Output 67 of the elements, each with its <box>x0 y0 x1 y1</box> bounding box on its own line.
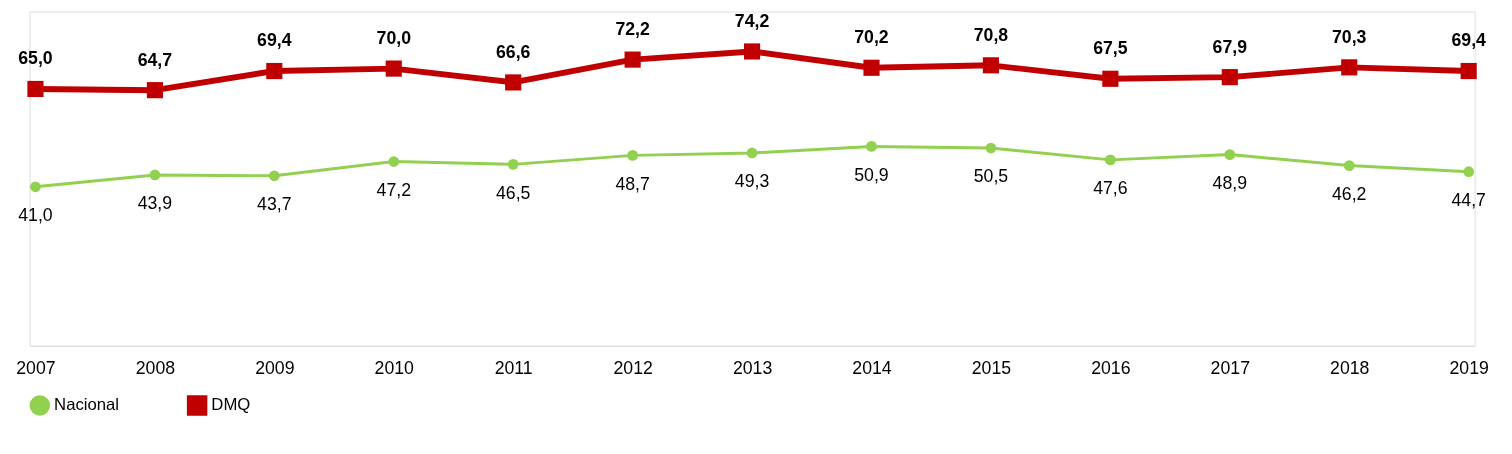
point <box>743 43 761 60</box>
data-label: 70,3 <box>1332 26 1367 47</box>
data-label: 43,9 <box>137 193 173 214</box>
point <box>385 60 402 77</box>
point <box>507 158 519 170</box>
point <box>1224 149 1236 160</box>
data-label: 46,5 <box>495 182 531 203</box>
x-tick-label: 2019 <box>1449 357 1489 378</box>
point <box>1104 154 1116 166</box>
data-label: 66,6 <box>495 41 531 62</box>
x-tick-label: 2018 <box>1330 357 1370 378</box>
x-tick-label: 2017 <box>1210 357 1250 378</box>
x-tick-label: 2009 <box>255 357 295 378</box>
data-label: 50,5 <box>973 166 1009 187</box>
point <box>1221 69 1238 86</box>
point <box>866 141 877 152</box>
data-label: 47,6 <box>1093 178 1128 199</box>
point <box>30 181 41 193</box>
data-label: 70,8 <box>973 24 1009 45</box>
data-label: 69,4 <box>257 30 292 51</box>
data-label: 70,2 <box>854 27 889 48</box>
point <box>624 51 641 68</box>
point <box>1341 59 1358 76</box>
x-tick-label: 2015 <box>971 357 1012 378</box>
data-label: 74,2 <box>734 10 770 31</box>
point <box>746 147 758 159</box>
legend-label: Nacional <box>54 395 120 415</box>
legend-label: DMQ <box>211 395 251 415</box>
point <box>1102 70 1119 87</box>
data-label: 69,4 <box>1451 30 1487 51</box>
data-label: 41,0 <box>18 205 53 226</box>
point <box>1463 166 1475 178</box>
point <box>1460 62 1477 80</box>
data-label: 48,7 <box>615 173 650 194</box>
x-tick-label: 2010 <box>374 357 415 378</box>
data-label: 72,2 <box>615 19 650 40</box>
data-label: 64,7 <box>137 49 173 70</box>
data-label: 47,2 <box>376 179 411 200</box>
point <box>27 80 44 98</box>
point <box>266 62 283 80</box>
data-label: 65,0 <box>18 48 53 69</box>
point <box>627 150 639 161</box>
data-label: 49,3 <box>734 171 770 192</box>
data-label: 67,9 <box>1212 36 1248 57</box>
x-tick-label: 2016 <box>1091 357 1131 378</box>
data-label: 43,7 <box>257 194 292 215</box>
data-label: 67,5 <box>1093 38 1128 59</box>
x-tick-label: 2007 <box>16 357 56 378</box>
point <box>863 59 880 76</box>
data-label: 50,9 <box>854 164 889 185</box>
x-tick-label: 2011 <box>494 357 533 378</box>
point <box>985 142 997 154</box>
point <box>146 82 163 99</box>
x-tick-label: 2014 <box>852 357 892 378</box>
x-tick-label: 2008 <box>135 357 176 378</box>
data-label: 70,0 <box>376 28 412 48</box>
point <box>388 156 400 167</box>
data-label: 48,9 <box>1212 172 1248 193</box>
point <box>982 57 1000 74</box>
point <box>1343 160 1355 171</box>
point <box>149 169 161 181</box>
data-label: 46,2 <box>1332 184 1367 204</box>
x-tick-label: 2013 <box>732 357 773 378</box>
point <box>268 170 280 182</box>
point <box>505 74 522 91</box>
x-tick-label: 2012 <box>613 357 653 378</box>
data-label: 44,7 <box>1451 190 1486 211</box>
